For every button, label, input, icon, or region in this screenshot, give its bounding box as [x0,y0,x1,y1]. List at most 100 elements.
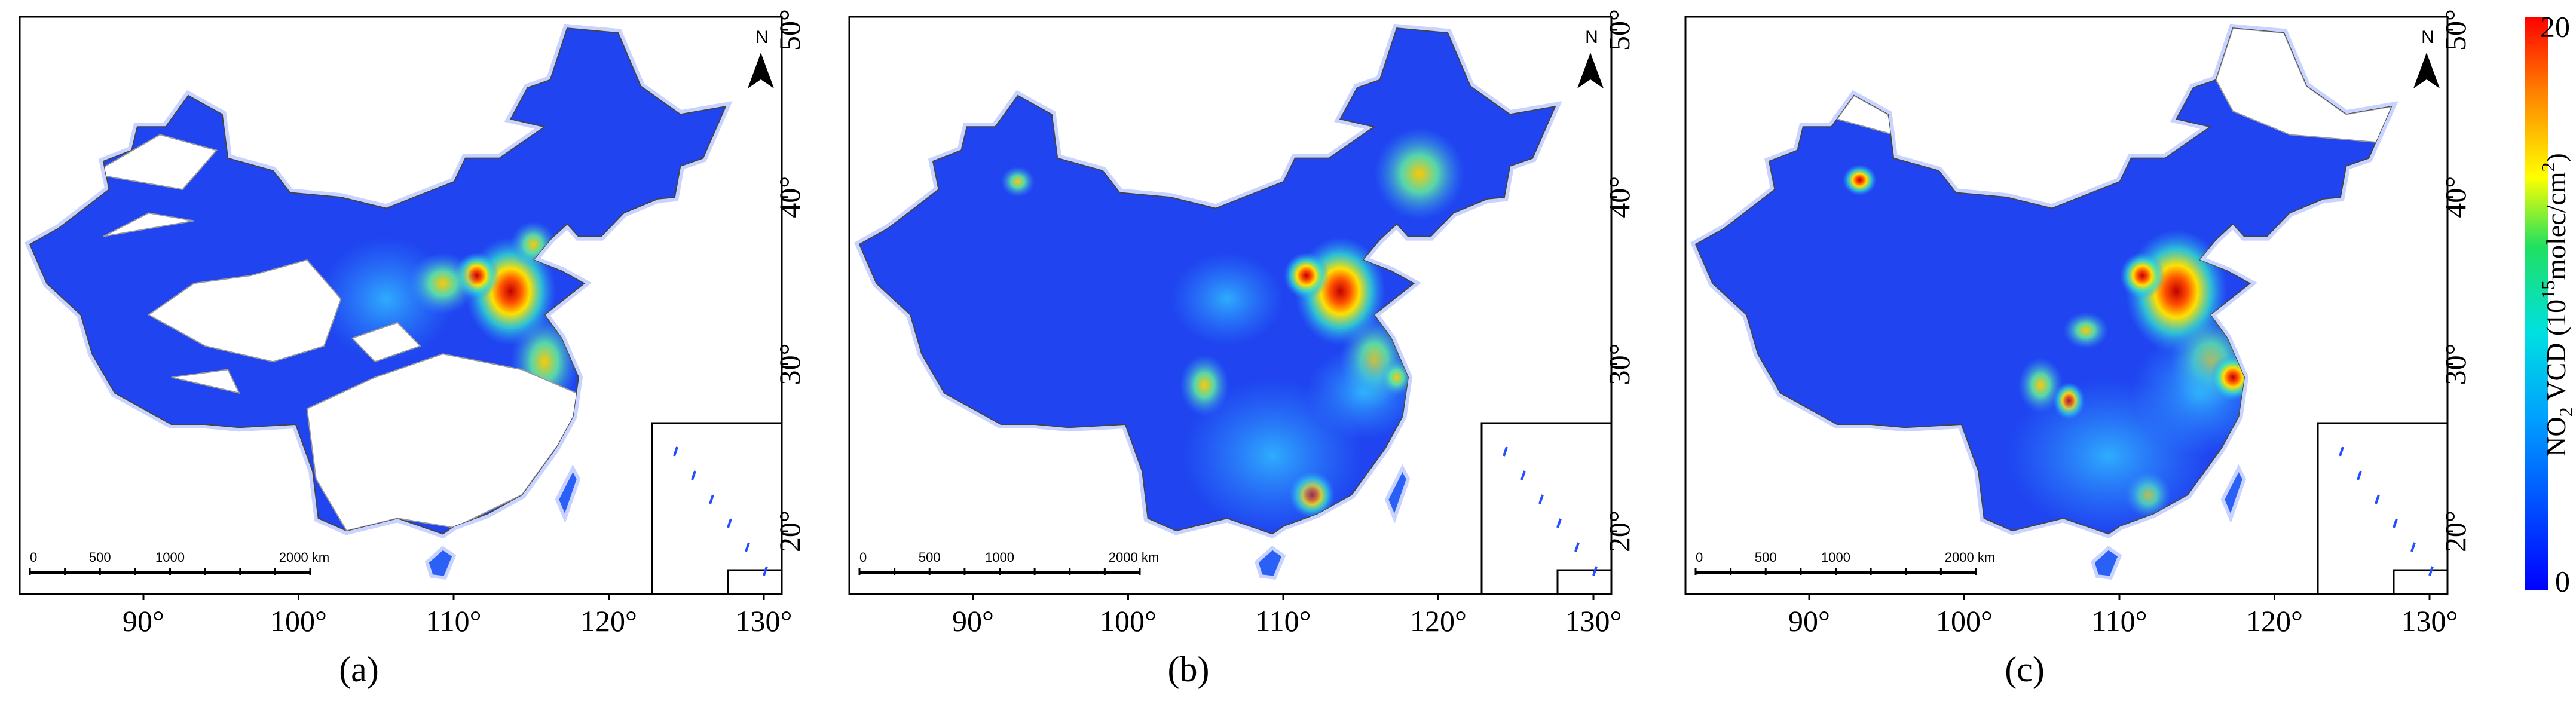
lat-tick-label: 40° [773,176,806,218]
island [555,464,581,524]
inset-dash [2393,518,2398,528]
colorbar-min: 0 [2555,564,2570,598]
inset-dash [691,470,696,480]
no-data-area [103,212,194,237]
inset-dash [1574,542,1580,552]
inset-dash [745,542,750,552]
north-arrow [748,53,774,88]
inset-dash [673,446,678,457]
scale-bar-label: 500 [919,550,941,565]
hotspot [1181,378,1363,534]
inset-dash [2375,494,2380,504]
no-data-area [351,322,421,363]
inset-corner [727,569,783,595]
hotspot [408,252,477,315]
inset-dash [1503,446,1508,457]
hotspot [1170,252,1284,346]
inset-corner [2393,569,2449,595]
no-data-area [171,369,240,394]
lat-tick-label: 50° [2439,9,2472,51]
lat-tick-label: 50° [1602,9,1636,51]
hotspot [1842,164,1877,196]
inset-frame [1480,422,1613,595]
north-label: N [1585,27,1598,47]
lon-tick-label: 90° [952,604,994,638]
inset-corner [1556,569,1613,595]
hotspot [2006,378,2211,534]
concentration-field [1001,127,1465,534]
lon-tick-label: 110° [2091,604,2147,638]
scale-bar-label: 0 [1696,550,1703,565]
north-label: N [2421,27,2434,47]
no-data-area [90,134,218,191]
scale-bar-label: 2000 km [1109,550,1159,565]
north-label: N [755,27,769,47]
lat-tick-label: 20° [773,510,806,552]
inset-dash [1538,494,1544,504]
lon-tick-label: 130° [736,604,793,638]
lon-tick-label: 90° [1788,604,1830,638]
scale-bar-label: 500 [89,550,111,565]
lat-tick-label: 20° [1602,510,1636,552]
scale-bar-label: 1000 [985,550,1014,565]
inset-dash [2339,446,2344,457]
lat-tick-label: 40° [1602,176,1636,218]
lon-tick-label: 110° [426,604,481,638]
inset-dash [709,494,714,504]
concentration-field [1835,28,2391,534]
scale-bar-label: 0 [859,550,867,565]
north-arrow [2413,53,2440,88]
map-panel: N 0 500 1000 2000 km 90° 100° 110° 120° 130° 20° 30… [19,9,806,689]
map-panel: N 0 500 1000 2000 km 90° 100° 110° 120° 130° 20° 30… [1684,9,2472,689]
lat-tick-label: 50° [773,9,806,51]
scale-bar-label: 0 [30,550,37,565]
inset-dash [763,566,768,576]
lat-tick-label: 30° [1602,343,1636,385]
scale-bar-label: 1000 [155,550,185,565]
inset-dash [1592,566,1598,576]
lon-tick-label: 100° [1100,604,1157,638]
lon-tick-label: 130° [1565,604,1622,638]
map-panel: N 0 500 1000 2000 km 90° 100° 110° 120° 130° 20° 30… [848,9,1636,689]
concentration-field [90,134,579,532]
panel-label: (a) [339,650,379,689]
scale-bar-label: 1000 [1821,550,1850,565]
hotspot [2063,311,2109,350]
lat-tick-label: 20° [2439,510,2472,552]
inset-dash [2428,566,2434,576]
no-data-area [306,353,579,532]
island [1384,464,1411,524]
lon-tick-label: 90° [123,604,164,638]
colorbar-max: 20 [2540,10,2570,43]
scale-bar-label: 2000 km [279,550,329,565]
inset-frame [651,422,783,595]
colorbar-label: NO2 VCD (1015molec/cm2) [2537,153,2576,457]
hotspot [1001,166,1035,197]
lat-tick-label: 40° [2439,176,2472,218]
hotspot [1283,252,1329,299]
hotspot [2119,252,2165,299]
lon-tick-label: 110° [1255,604,1311,638]
island [2090,546,2122,580]
lon-tick-label: 100° [270,604,327,638]
inset-frame [2317,422,2449,595]
lat-tick-label: 30° [773,343,806,385]
north-arrow [1577,53,1604,88]
inset-dash [1520,470,1526,480]
hotspot [1373,127,1465,221]
lon-tick-label: 120° [580,604,637,638]
inset-dash [2410,542,2416,552]
island [2220,464,2247,524]
panel-label: (c) [2005,650,2045,689]
island [1254,546,1286,580]
lon-tick-label: 120° [2246,604,2303,638]
inset-dash [727,518,732,528]
lon-tick-label: 130° [2401,604,2458,638]
colorbar [2525,17,2548,590]
no-data-area [147,259,342,363]
inset-dash [1556,518,1562,528]
scale-bar-label: 2000 km [1945,550,1995,565]
scale-bar-label: 500 [1755,550,1777,565]
lat-tick-label: 30° [2439,343,2472,385]
